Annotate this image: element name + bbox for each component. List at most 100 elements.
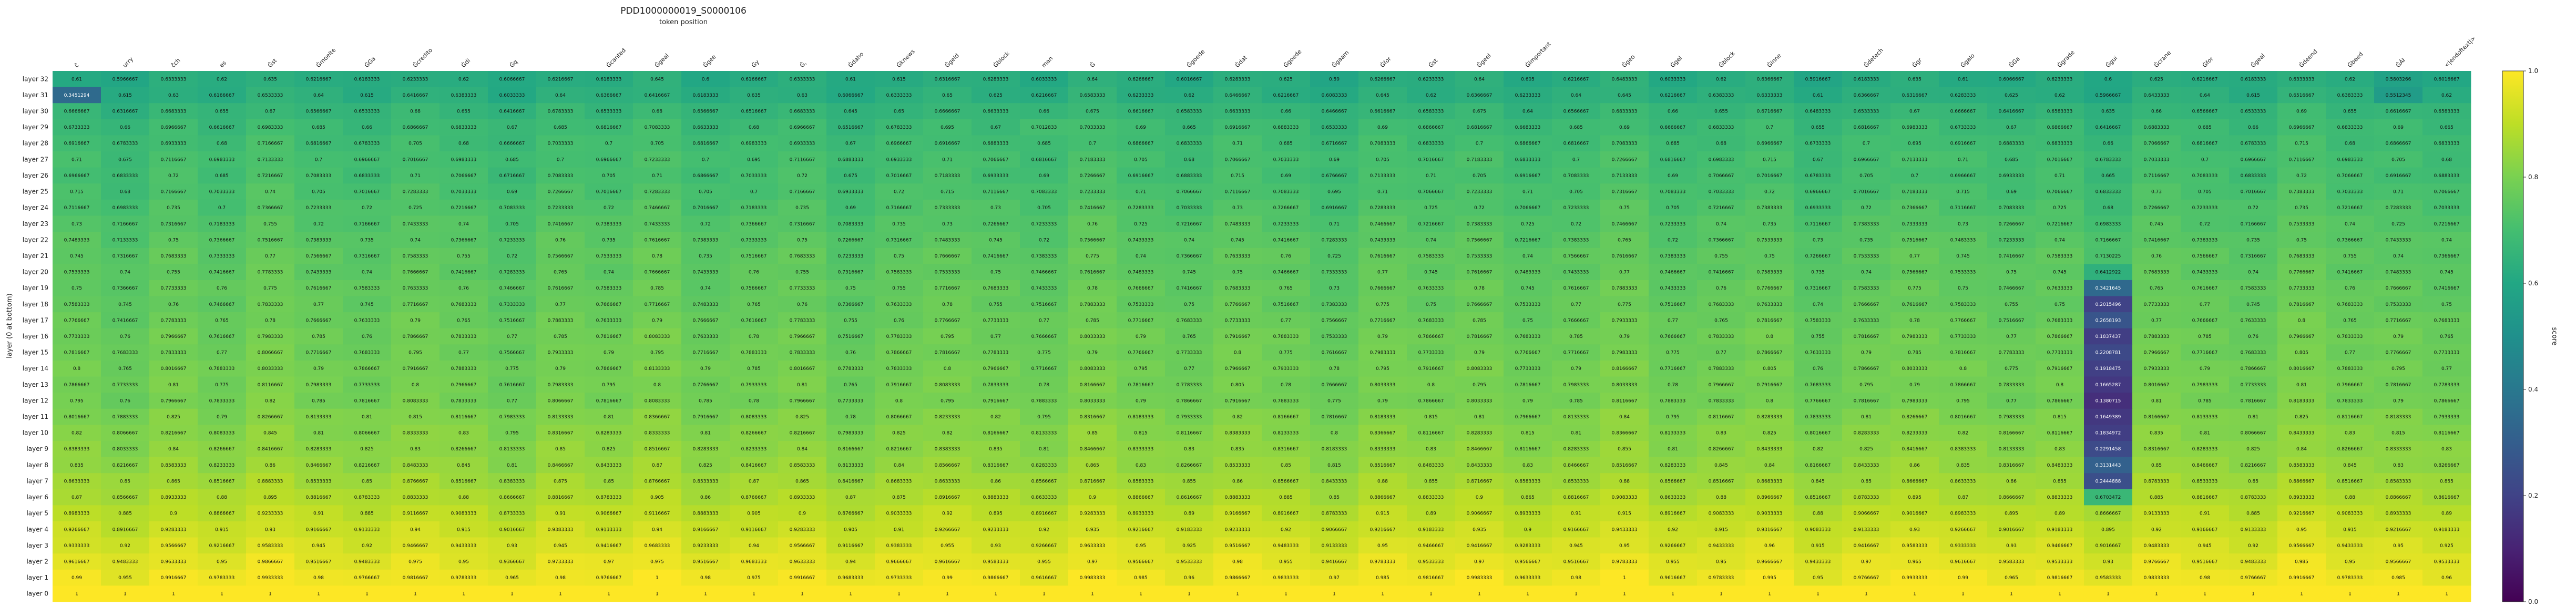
heatmap-cell (1407, 119, 1456, 136)
heatmap-cell-label: 0.75 (1426, 302, 1436, 307)
heatmap-cell-label: 0.8316667 (1080, 415, 1106, 420)
heatmap-cell-label: 0.9183333 (1418, 527, 1444, 532)
heatmap-cell-label: 0.67 (265, 109, 275, 115)
heatmap-cell (2084, 119, 2133, 136)
heatmap-cell-label: 0.8316667 (1273, 447, 1299, 452)
heatmap-cell (1890, 135, 1939, 152)
heatmap-cell-label: 0.7883333 (113, 415, 138, 420)
heatmap-cell-label: 0.77 (1668, 318, 1678, 323)
heatmap-cell (294, 87, 343, 104)
heatmap-cell-label: 0.7233333 (2192, 205, 2218, 211)
heatmap-cell-label: 0.9483333 (2241, 559, 2266, 564)
heatmap-cell-label: 0.64 (1522, 109, 1533, 115)
heatmap-cell-label: 0.635 (2101, 109, 2115, 115)
heatmap-cell-label: 0.7616667 (1370, 254, 1396, 259)
heatmap-cell (1939, 248, 1988, 264)
heatmap-cell-label: 0.6583333 (1177, 109, 1202, 115)
heatmap-cell (826, 199, 875, 216)
heatmap-cell-label: 0.7016667 (403, 157, 428, 162)
heatmap-cell (875, 119, 924, 136)
heatmap-cell (875, 183, 924, 200)
heatmap-cell-label: 0.6703472 (2095, 495, 2121, 500)
heatmap-cell-label: 0.6333333 (1757, 93, 1783, 98)
heatmap-cell (1262, 167, 1311, 184)
heatmap-cell (488, 119, 537, 136)
heatmap-cell (875, 87, 924, 104)
heatmap-cell-label: 0.6983333 (113, 205, 138, 211)
heatmap-cell-label: 0.775 (1086, 254, 1099, 259)
heatmap-cell-label: 0.715 (70, 190, 84, 195)
heatmap-cell-label: 0.83 (2393, 463, 2404, 468)
heatmap-cell-label: 0.7083333 (1612, 141, 1638, 147)
heatmap-cell-label: 0.7283333 (1128, 205, 1154, 211)
heatmap-cell (488, 264, 537, 281)
heatmap-cell-label: 0.85 (1281, 463, 1291, 468)
heatmap-cell (2229, 87, 2278, 104)
heatmap-cell-label: 0.755 (167, 270, 180, 275)
heatmap-cell-label: 0.6333333 (2289, 77, 2315, 82)
heatmap-cell-label: 0.79 (1571, 366, 1581, 372)
heatmap-cell-label: 0.9983333 (1080, 575, 1106, 581)
heatmap-cell-label: 0.8916667 (1031, 511, 1057, 517)
heatmap-cell (972, 248, 1020, 264)
heatmap-cell-label: 0.8283333 (2192, 447, 2218, 452)
heatmap-cell-label: 0.7666667 (693, 318, 719, 323)
heatmap-cell-label: 0.99 (71, 575, 82, 581)
heatmap-cell (1068, 151, 1117, 168)
heatmap-cell-label: 0.6383333 (2337, 93, 2363, 98)
heatmap-cell-label: 0.9116667 (645, 511, 670, 517)
y-tick-label: layer 3 (26, 542, 48, 549)
heatmap-cell-label: 0.9166667 (1563, 527, 1589, 532)
heatmap-cell-label: 0.8466667 (2192, 463, 2218, 468)
heatmap-cell-label: 0.7 (1911, 173, 1918, 179)
heatmap-cell-label: 0.815 (2053, 415, 2067, 420)
heatmap-cell-label: 0.91 (555, 511, 566, 517)
heatmap-cell-label: 0.72 (168, 173, 179, 179)
heatmap-cell-label: 0.6616667 (2386, 109, 2411, 115)
heatmap-cell-label: 0.855 (2053, 479, 2067, 484)
heatmap-cell-label: 0.68 (217, 141, 227, 147)
heatmap-cell-label: 0.8616667 (2434, 495, 2460, 500)
heatmap-cell (1649, 264, 1698, 281)
heatmap-cell-label: 0.8383333 (64, 447, 90, 452)
heatmap-cell-label: 0.7083333 (1370, 141, 1396, 147)
heatmap-cell-label: 0.7666667 (1854, 302, 1879, 307)
heatmap-cell-label: 0.6333333 (161, 77, 187, 82)
heatmap-cell-label: 0.725 (1521, 222, 1535, 227)
heatmap-cell-label: 0.59 (1329, 77, 1340, 82)
heatmap-cell-label: 0.7233333 (645, 157, 670, 162)
heatmap-cell-label: 0.8166667 (1080, 383, 1106, 388)
heatmap-cell-label: 0.76 (797, 302, 807, 307)
heatmap-cell-label: 0.7316667 (2241, 254, 2266, 259)
heatmap-cell (536, 167, 585, 184)
heatmap-cell (2374, 183, 2423, 200)
heatmap-cell-label: 0.6866667 (2386, 141, 2411, 147)
heatmap-cell-label: 0.815 (2391, 431, 2405, 436)
heatmap-cell-label: 0.785 (1473, 318, 1486, 323)
heatmap-cell-label: 0.95 (217, 559, 227, 564)
heatmap-cell (1649, 71, 1698, 88)
heatmap-cell-label: 0.8233333 (741, 447, 767, 452)
heatmap-cell-label: 0.7283333 (1322, 238, 1347, 243)
heatmap-cell (2084, 232, 2133, 249)
heatmap-cell-label: 0.6916667 (1225, 125, 1251, 130)
heatmap-cell-label: 0.7233333 (1080, 190, 1106, 195)
heatmap-cell-label: 0.9583333 (1999, 559, 2025, 564)
heatmap-cell-label: 0.7783333 (258, 270, 283, 275)
heatmap-cell (1117, 280, 1166, 296)
x-tick-label: Ġq (508, 58, 519, 69)
heatmap-cell-label: 0.8066667 (258, 351, 283, 356)
heatmap-cell-label: 0.9033333 (886, 511, 912, 517)
heatmap-cell-label: 0.7533333 (1854, 254, 1879, 259)
heatmap-cell-label: 0.6983333 (1902, 125, 1928, 130)
heatmap-cell-label: 0.69 (845, 205, 856, 211)
heatmap-cell-label: 0.72 (700, 222, 711, 227)
heatmap-cell (294, 264, 343, 281)
heatmap-cell-label: 0.62 (1426, 93, 1436, 98)
heatmap-cell (1262, 183, 1311, 200)
heatmap-cell-label: 0.6816667 (1854, 125, 1879, 130)
heatmap-cell-label: 0.6983333 (741, 141, 767, 147)
heatmap-cell-label: 0.77 (555, 302, 566, 307)
heatmap-cell (1455, 215, 1504, 232)
heatmap-cell-label: 0.94 (410, 527, 421, 532)
